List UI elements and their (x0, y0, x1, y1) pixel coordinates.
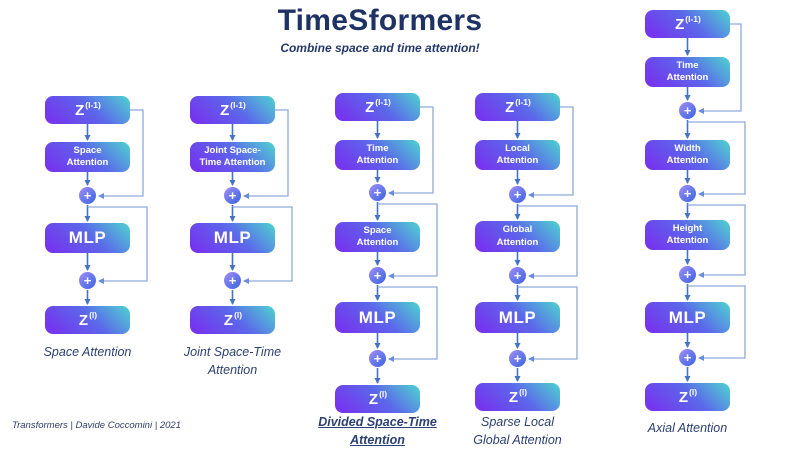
space-attention-block: Space Attention (45, 142, 130, 172)
column-caption-highlighted: Divided Space-Time Attention (318, 415, 437, 447)
residual-add-icon: + (369, 350, 386, 367)
column-axial-wires (684, 23, 746, 382)
space-attention-block: Space Attention (335, 222, 420, 252)
z-output-box: Z (l) (645, 383, 730, 411)
width-attention-block: Width Attention (645, 140, 730, 170)
residual-add-icon: + (224, 272, 241, 289)
height-attention-block: Height Attention (645, 220, 730, 250)
mlp-block: MLP (45, 223, 130, 253)
global-attention-block: Global Attention (475, 221, 560, 252)
residual-add-icon: + (509, 350, 526, 367)
residual-add-icon: + (679, 266, 696, 283)
column-caption: Sparse Local Global Attention (473, 415, 562, 447)
residual-add-icon: + (679, 102, 696, 119)
residual-add-icon: + (369, 267, 386, 284)
z-output-box: Z (l) (335, 385, 420, 413)
residual-add-icon: + (369, 184, 386, 201)
z-output-box: Z (l) (190, 306, 275, 334)
mlp-block: MLP (335, 302, 420, 333)
tensor-superscript: (l-1) (85, 100, 101, 110)
column-joint-space-time-wires (229, 109, 293, 305)
z-input-box: Z (l-1) (45, 96, 130, 124)
z-input-box: Z (l-1) (645, 10, 730, 38)
z-output-box: Z (l) (45, 306, 130, 334)
slide-title: TimeSformers (277, 4, 483, 37)
mlp-block: MLP (190, 223, 275, 253)
column-caption: Joint Space-Time Attention (183, 345, 282, 377)
tensor-label: Z (75, 101, 85, 119)
column-space-attention-wires (84, 109, 148, 305)
time-attention-block: Time Attention (335, 140, 420, 170)
column-divided-space-time-wires (374, 106, 438, 384)
residual-add-icon: + (509, 267, 526, 284)
z-input-box: Z (l-1) (335, 93, 420, 121)
residual-add-icon: + (224, 187, 241, 204)
column-sparse-local-global-wires (514, 106, 578, 382)
column-caption: Axial Attention (647, 421, 728, 435)
residual-add-icon: + (79, 187, 96, 204)
residual-add-icon: + (509, 186, 526, 203)
z-input-box: Z (l-1) (190, 96, 275, 124)
footer-credit: Transformers | Davide Coccomini | 2021 (12, 420, 181, 431)
local-attention-block: Local Attention (475, 140, 560, 170)
residual-add-icon: + (679, 349, 696, 366)
column-caption: Space Attention (43, 345, 132, 359)
residual-add-icon: + (679, 185, 696, 202)
z-output-box: Z (l) (475, 383, 560, 411)
mlp-block: MLP (475, 302, 560, 333)
time-attention-block: Time Attention (645, 57, 730, 87)
z-input-box: Z (l-1) (475, 93, 560, 121)
mlp-block: MLP (645, 302, 730, 333)
slide-subtitle: Combine space and time attention! (280, 41, 480, 55)
joint-space-time-attention-block: Joint Space- Time Attention (190, 142, 275, 172)
residual-add-icon: + (79, 272, 96, 289)
